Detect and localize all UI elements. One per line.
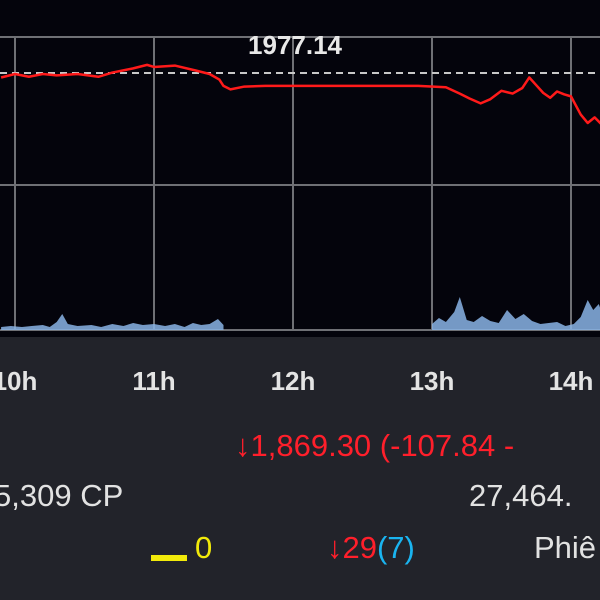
index-line [0,63,600,125]
session-label: Phiê [534,530,597,565]
index-change-row: ↓1,869.30 (-107.84 - [235,428,514,464]
volume-area [1,314,224,330]
down-count-row: ↓29(7) [327,530,415,566]
value-text: 27,464. [469,478,573,513]
index-change: (-107.84 - [379,428,515,463]
chart-svg [0,36,600,331]
down-arrow-icon: ↓ [327,530,343,565]
x-tick-label: 10h [0,366,38,396]
x-tick-label: 12h [270,366,316,396]
x-tick-label: 13h [409,366,455,396]
volume-text: 5,309 CP [0,478,124,513]
reference-price-label: 1977.14 [248,30,342,60]
down-floor-count: (7) [376,530,415,565]
down-count: 29 [342,530,377,565]
x-tick-label: 11h [132,366,176,396]
x-tick-label: 14h [548,366,594,396]
flat-indicator-icon [151,555,187,561]
intraday-chart: 1977.14 [0,0,600,337]
index-value: 1,869.30 [250,428,372,463]
flat-count: 0 [195,530,213,565]
down-arrow-icon: ↓ [235,428,251,463]
volume-area [432,297,600,330]
